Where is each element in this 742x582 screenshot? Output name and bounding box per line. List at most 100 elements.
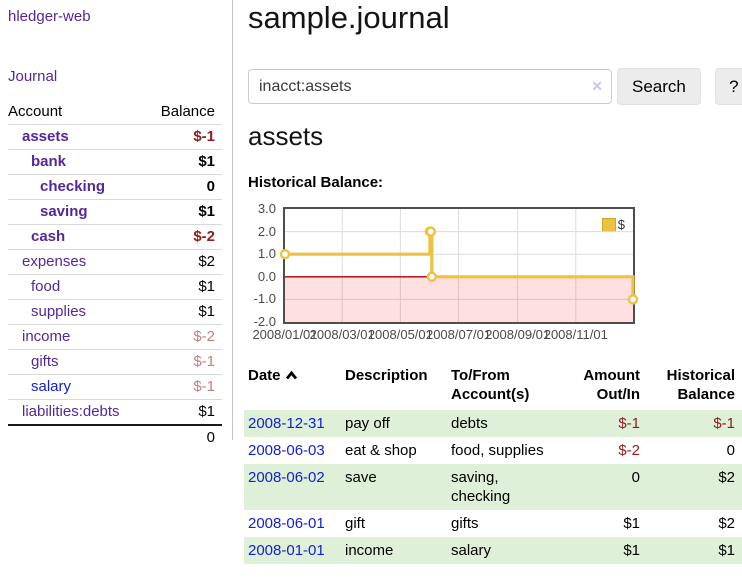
- sidebar-header-balance: Balance: [160, 103, 215, 120]
- register-description-cell: income: [345, 542, 394, 559]
- sidebar-account-row: cash $-2: [8, 224, 222, 250]
- sidebar-account-link[interactable]: liabilities:debts: [22, 403, 120, 420]
- sidebar-account-link[interactable]: gifts: [31, 353, 59, 370]
- sidebar-account-row: income $-2: [8, 324, 222, 350]
- register-description-cell: eat & shop: [345, 442, 417, 459]
- register-accounts-cell: gifts: [451, 515, 479, 532]
- historical-balance-chart: $ 3.0 2.0 1.0 0.0 -1.0 -2.0 2008/01/01 2008/03/…: [248, 200, 688, 346]
- register-accounts-cell: salary: [451, 542, 492, 559]
- sidebar-account-cell: liabilities:debts: [8, 400, 146, 426]
- sidebar-account-cell: checking: [8, 175, 146, 200]
- sidebar-account-link[interactable]: salary: [31, 378, 72, 395]
- sidebar-account-row: bank $1: [8, 149, 222, 175]
- search-bar: ✕ Search ?: [248, 68, 742, 105]
- clear-search-icon[interactable]: ✕: [591, 78, 603, 94]
- register-date-cell: 2008-06-01: [244, 510, 345, 537]
- sidebar-account-balance: $-1: [193, 128, 215, 145]
- search-box: ✕: [248, 69, 612, 104]
- register-amount-cell: 0: [631, 469, 640, 486]
- sidebar-item-journal[interactable]: Journal: [8, 68, 58, 85]
- register-header-balance: Historical Balance: [666, 367, 735, 403]
- sidebar-header-row: Account Balance: [8, 100, 222, 125]
- register-header-account: To/From Account(s): [451, 367, 530, 403]
- register-amount-cell: $1: [623, 542, 640, 559]
- transaction-date-link[interactable]: 2008-06-03: [248, 442, 325, 459]
- register-row: 2008-01-01 income salary $1 $1: [244, 537, 742, 564]
- data-point-marker: [279, 249, 291, 260]
- sort-asc-icon: [285, 370, 297, 380]
- sidebar-account-cell: salary: [8, 375, 146, 400]
- sidebar-account-cell: expenses: [8, 250, 146, 275]
- page-title: sample.journal: [248, 0, 450, 35]
- x-axis-tick-label: 2008/09/01: [485, 327, 551, 342]
- transaction-date-link[interactable]: 2008-06-02: [248, 469, 325, 486]
- sidebar-account-row: gifts $-1: [8, 349, 222, 375]
- chart-plot-area: $: [279, 207, 639, 324]
- date-header-label: Date: [248, 367, 281, 384]
- sidebar-account-link[interactable]: supplies: [31, 303, 87, 320]
- sidebar-account-balance: $-1: [193, 353, 215, 370]
- register-date-cell: 2008-06-02: [244, 464, 345, 510]
- sidebar-account-link[interactable]: expenses: [22, 253, 87, 270]
- register-header-row: Date Description To/From Account(s) Amou…: [244, 366, 742, 410]
- sidebar-total-balance: 0: [206, 429, 215, 446]
- chart-title: Historical Balance:: [248, 174, 384, 191]
- register-date-cell: 2008-12-31: [244, 410, 345, 437]
- transaction-date-link[interactable]: 2008-01-01: [248, 542, 325, 559]
- y-axis-tick-label: -1.0: [253, 291, 276, 307]
- register-balance-cell: $2: [718, 515, 735, 532]
- register-row: 2008-06-03 eat & shop food, supplies $-2 0: [244, 437, 742, 464]
- register-balance-cell: $2: [718, 469, 735, 486]
- sidebar-total-row: 0: [8, 425, 222, 450]
- brand-link[interactable]: hledger-web: [8, 8, 91, 25]
- sidebar-account-row: salary $-1: [8, 374, 222, 400]
- register-balance-cell: $-1: [713, 415, 735, 432]
- register-body: 2008-12-31 pay off debts $-1 $-1 2008-06-03 ea…: [244, 410, 742, 564]
- transaction-date-link[interactable]: 2008-06-01: [248, 515, 325, 532]
- sidebar-account-cell: cash: [8, 225, 146, 250]
- sidebar-account-cell: bank: [8, 150, 146, 175]
- transaction-date-link[interactable]: 2008-12-31: [248, 415, 325, 432]
- sidebar-account-cell: gifts: [8, 350, 146, 375]
- sidebar-account-link[interactable]: checking: [40, 178, 106, 195]
- data-point-marker: [425, 226, 437, 237]
- sidebar-account-balance: $1: [198, 203, 215, 220]
- sidebar-account-link[interactable]: saving: [40, 203, 88, 220]
- register-accounts-cell: debts: [451, 415, 488, 432]
- sidebar-account-row: expenses $2: [8, 249, 222, 275]
- sidebar-account-balance: $1: [198, 153, 215, 170]
- sidebar-account-row: saving $1: [8, 199, 222, 225]
- sidebar-account-balance: $-2: [193, 328, 215, 345]
- sidebar-account-link[interactable]: income: [22, 328, 71, 345]
- x-axis-tick-label: 2008/05/01: [367, 327, 433, 342]
- y-axis-tick-label: 1.0: [257, 246, 276, 262]
- sidebar-account-link[interactable]: bank: [31, 153, 67, 170]
- sidebar-account-cell: food: [8, 275, 146, 300]
- sidebar-account-balance: $1: [198, 303, 215, 320]
- register-row: 2008-06-02 save saving, checking 0 $2: [244, 464, 742, 510]
- negative-region: [285, 276, 633, 322]
- sidebar-account-row: checking 0: [8, 174, 222, 200]
- sidebar-account-link[interactable]: assets: [22, 128, 69, 145]
- help-button[interactable]: ?: [714, 68, 742, 105]
- register-description-cell: save: [345, 469, 377, 486]
- search-button[interactable]: Search: [617, 68, 701, 105]
- sidebar-account-link[interactable]: cash: [31, 228, 66, 245]
- sidebar: hledger-web Journal Account Balance asse…: [0, 0, 233, 446]
- legend-swatch-icon: [601, 217, 616, 232]
- register-header-date[interactable]: Date: [244, 366, 345, 410]
- sidebar-account-row: liabilities:debts $1: [8, 399, 222, 426]
- account-heading: assets: [248, 121, 324, 151]
- register-amount-cell: $-2: [618, 442, 640, 459]
- search-input[interactable]: [248, 69, 612, 104]
- register-date-cell: 2008-01-01: [244, 537, 345, 564]
- sidebar-account-cell: saving: [8, 200, 146, 225]
- sidebar-account-balance: $1: [198, 403, 215, 420]
- sidebar-account-link[interactable]: food: [31, 278, 61, 295]
- sidebar-account-cell: supplies: [8, 300, 146, 325]
- y-axis-tick-label: -2.0: [253, 314, 276, 329]
- register-balance-cell: 0: [726, 442, 735, 459]
- y-axis-tick-label: 2.0: [257, 223, 276, 239]
- register-accounts-cell: saving, checking: [451, 469, 511, 505]
